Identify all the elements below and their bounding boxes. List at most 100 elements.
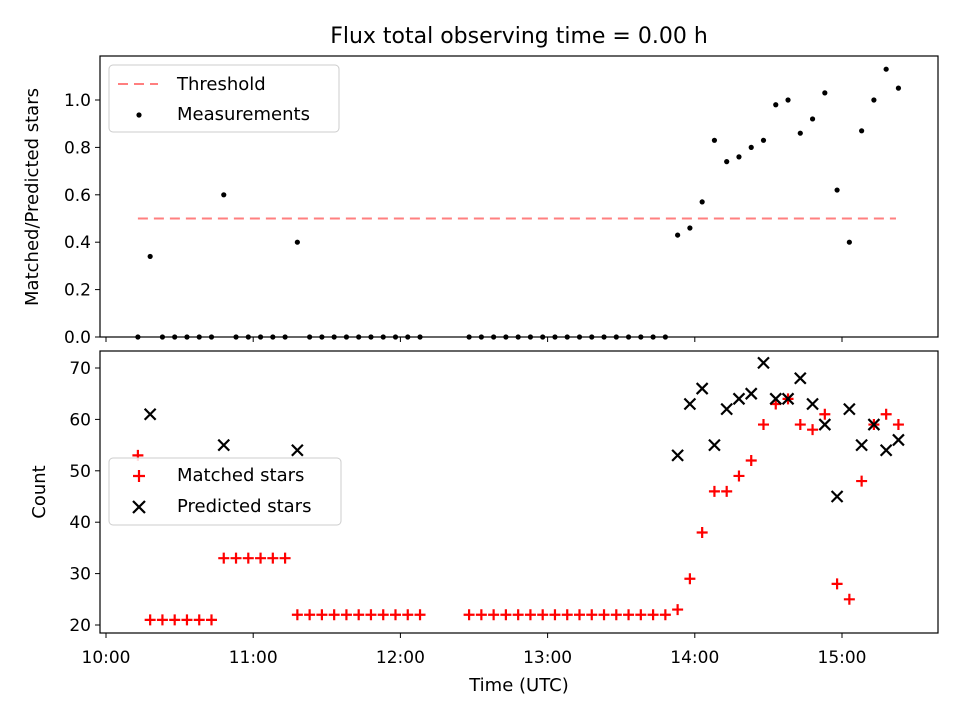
predicted-star-point (291, 443, 304, 457)
panel-ratio-ylabel: Matched/Predicted stars (22, 88, 43, 306)
matched-star-point (255, 552, 267, 564)
matched-star-point (745, 455, 757, 467)
matched-star-point (279, 552, 291, 564)
y-tick-label: 0.2 (64, 281, 91, 301)
measurement-point (711, 137, 718, 143)
matched-star-point (856, 475, 868, 487)
y-tick-label: 30 (69, 565, 91, 585)
measurement-point (859, 128, 865, 134)
predicted-star-point (695, 382, 709, 395)
x-tick-label: 10:00 (82, 648, 131, 668)
predicted-star-point (892, 433, 905, 447)
predicted-star-point (732, 392, 746, 406)
legend-measurements-swatch (136, 112, 142, 118)
matched-star-point (230, 552, 242, 564)
measurement-point (785, 97, 791, 103)
legend-ratio-box (108, 64, 340, 133)
y-tick-label: 0.4 (64, 233, 91, 253)
measurement-point (147, 253, 153, 260)
panel-counts-y-ticks: 20 30 40 50 60 70 (69, 359, 100, 636)
measurement-point (822, 90, 828, 96)
predicted-star-point (781, 392, 795, 406)
panel-ratio: 0.0 0.2 0.4 0.6 0.8 1.0 Matched/Predicted sta… (22, 55, 939, 348)
x-tick-label: 11:00 (229, 648, 278, 668)
predicted-star-point (671, 449, 684, 462)
chart-title: Flux total observing time = 0.00 h (330, 24, 708, 49)
matched-star-point (304, 609, 316, 621)
matched-star-point (205, 614, 217, 626)
measurement-point (687, 225, 693, 231)
matched-star-point (843, 593, 855, 605)
matched-star-point (365, 609, 377, 621)
matched-star-point (218, 552, 230, 564)
predicted-star-point (683, 397, 697, 411)
matched-star-point (414, 609, 426, 621)
measurement-point (675, 232, 681, 238)
measurement-point (748, 144, 754, 150)
panel-counts-xlabel: Time (UTC) (468, 675, 569, 696)
matched-star-point (623, 609, 635, 621)
predicted-star-point (867, 418, 881, 431)
matched-star-point (659, 609, 671, 621)
y-tick-label: 1.0 (64, 91, 91, 111)
measurement-point (846, 239, 852, 245)
matched-star-point (463, 609, 475, 621)
matched-star-point (512, 609, 524, 621)
matched-star-point (831, 578, 843, 590)
predicted-star-point (830, 490, 844, 503)
matched-star-point (193, 614, 205, 626)
measurement-point (294, 239, 300, 245)
panel-ratio-y-ticks: 0.0 0.2 0.4 0.6 0.8 1.0 (64, 91, 100, 348)
matched-star-point (389, 609, 401, 621)
legend-counts: Matched stars Predicted stars (108, 457, 342, 526)
predicted-star-point (757, 356, 770, 370)
measurement-point (773, 102, 779, 108)
y-tick-label: 0.0 (64, 328, 91, 348)
matched-star-point (169, 614, 181, 626)
y-tick-label: 40 (69, 513, 91, 533)
legend-predicted-swatch (132, 500, 146, 514)
legend-matched-label: Matched stars (177, 465, 304, 486)
measurement-point (834, 187, 840, 193)
y-tick-label: 70 (69, 359, 91, 379)
matched-star-point (549, 609, 561, 621)
predicted-stars-points (143, 356, 905, 503)
measurement-point (883, 66, 889, 72)
legend-ratio: Threshold Measurements (108, 64, 340, 133)
matched-star-point (500, 609, 512, 621)
x-tick-label: 14:00 (670, 648, 719, 668)
matched-star-point (684, 573, 696, 585)
predicted-star-point (855, 438, 868, 452)
x-tick-label: 15:00 (818, 648, 867, 668)
predicted-star-point (217, 438, 231, 452)
matched-star-point (402, 609, 414, 621)
y-tick-label: 60 (69, 410, 91, 430)
measurement-point (760, 137, 767, 143)
panel-ratio-x-ticks (105, 337, 843, 342)
matched-star-point (721, 485, 733, 497)
y-tick-label: 20 (69, 616, 91, 636)
matched-star-point (757, 419, 769, 431)
matched-star-point (819, 408, 831, 420)
matched-star-point (340, 609, 352, 621)
matched-star-point (708, 485, 720, 497)
measurement-point (797, 130, 803, 136)
predicted-star-point (720, 402, 733, 416)
matched-star-point (524, 609, 536, 621)
measurement-point (895, 85, 902, 91)
legend-counts-box (108, 457, 342, 526)
measurement-point (736, 154, 742, 160)
matched-star-point (488, 609, 500, 621)
matched-star-point (156, 614, 168, 626)
predicted-star-point (843, 402, 856, 416)
measurement-point (221, 192, 227, 198)
predicted-star-point (708, 438, 721, 452)
predicted-star-point (818, 418, 832, 431)
measurement-point (809, 116, 816, 122)
panel-counts-ylabel: Count (29, 465, 50, 518)
matched-star-point (635, 609, 647, 621)
matched-star-point (696, 526, 708, 538)
measurement-point (699, 199, 705, 205)
matched-star-point (316, 609, 328, 621)
matched-star-point (291, 609, 303, 621)
